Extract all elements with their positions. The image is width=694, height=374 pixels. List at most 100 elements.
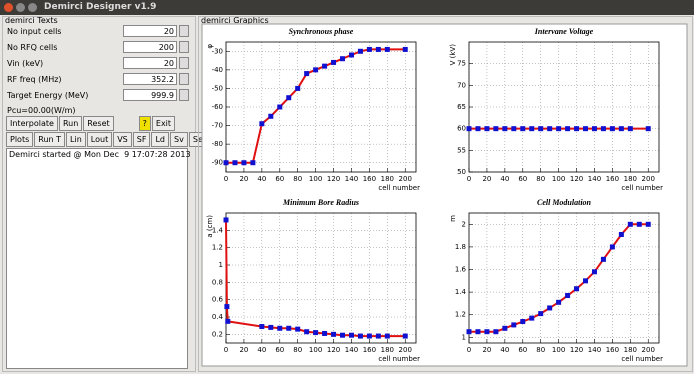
y-tick-label: 1 (462, 333, 466, 341)
data-point (366, 333, 372, 339)
data-point (340, 332, 346, 338)
x-tick-label: 100 (552, 346, 565, 354)
y-tick-label: 0.2 (212, 330, 223, 338)
log-box: Demirci started @ Mon Dec 9 17:07:28 201… (6, 148, 191, 369)
field-input[interactable]: 999.9 (123, 89, 177, 101)
data-point (538, 126, 544, 132)
y-tick-label: -90 (212, 159, 223, 167)
spinner[interactable] (179, 57, 189, 69)
button[interactable]: Ld (151, 132, 169, 147)
x-tick-label: 20 (239, 175, 248, 183)
x-axis-label: cell number (621, 355, 663, 363)
window-title: Demirci Designer v1.9 (44, 2, 157, 12)
data-point (466, 126, 472, 132)
y-tick-label: -30 (212, 47, 223, 55)
field-label: Target Energy (MeV) (7, 91, 89, 100)
y-tick-label: 1.8 (455, 243, 466, 251)
data-point (259, 324, 265, 330)
x-tick-label: 100 (309, 346, 322, 354)
data-point (340, 56, 346, 62)
y-tick-label: 0.6 (212, 296, 224, 304)
data-point (565, 126, 571, 132)
minimize-button[interactable] (16, 3, 25, 12)
data-point (277, 104, 283, 110)
maximize-button[interactable] (28, 3, 37, 12)
right-panel: demirci Graphics (198, 16, 693, 372)
y-axis-label: a (cm) (206, 215, 214, 238)
y-tick-label: 75 (457, 60, 466, 68)
button[interactable]: Reset (83, 116, 114, 131)
x-tick-label: 140 (345, 175, 358, 183)
x-tick-label: 40 (257, 346, 266, 354)
data-point (475, 329, 481, 335)
x-tick-label: 200 (399, 346, 412, 354)
button[interactable]: Plots (6, 132, 34, 147)
data-point (618, 231, 624, 237)
data-point (295, 326, 301, 332)
y-tick-label: 1.2 (455, 311, 466, 319)
x-tick-label: 180 (624, 175, 637, 183)
data-point (645, 126, 651, 132)
field-label: No input cells (7, 27, 62, 36)
data-point (357, 333, 363, 339)
y-tick-label: 0.8 (212, 278, 223, 286)
spinner[interactable] (179, 41, 189, 53)
field-input[interactable]: 352.2 (123, 73, 177, 85)
spinner[interactable] (179, 25, 189, 37)
data-point (331, 59, 337, 65)
y-tick-label: -80 (212, 140, 223, 148)
button[interactable]: Exit (151, 116, 176, 131)
button[interactable]: SF (132, 132, 151, 147)
data-point (502, 325, 508, 331)
x-tick-label: 160 (606, 346, 619, 354)
data-point (574, 286, 580, 292)
data-point (313, 330, 319, 336)
data-point (322, 330, 328, 336)
y-tick-label: 60 (457, 125, 466, 133)
data-point (583, 126, 589, 132)
x-tick-label: 60 (518, 175, 527, 183)
close-button[interactable] (4, 3, 13, 12)
button[interactable]: Run (58, 116, 83, 131)
button[interactable]: ? (138, 116, 151, 131)
data-point (268, 324, 274, 330)
field-input[interactable]: 200 (123, 41, 177, 53)
chart-title: Minimum Bore Radius (282, 198, 359, 207)
x-tick-label: 160 (606, 175, 619, 183)
x-tick-label: 40 (257, 175, 266, 183)
field-input[interactable]: 20 (123, 25, 177, 37)
canvas (201, 23, 688, 367)
button[interactable]: Interpolate (6, 116, 58, 131)
button[interactable]: Lin (66, 132, 86, 147)
x-tick-label: 80 (293, 346, 302, 354)
y-tick-label: 55 (457, 146, 466, 154)
data-point (493, 126, 499, 132)
x-tick-label: 20 (239, 346, 248, 354)
data-point (375, 46, 381, 52)
spinner[interactable] (179, 89, 189, 101)
field-input[interactable]: 20 (123, 57, 177, 69)
data-point (286, 325, 292, 331)
button[interactable]: Lout (86, 132, 113, 147)
data-point (484, 329, 490, 335)
x-tick-label: 160 (363, 346, 376, 354)
panel-title: demirci Graphics (201, 16, 269, 25)
data-point (259, 121, 265, 127)
y-tick-label: -40 (212, 66, 223, 74)
data-point (304, 329, 310, 335)
button[interactable]: Run T (34, 132, 66, 147)
x-tick-label: 60 (518, 346, 527, 354)
y-tick-label: 1.6 (455, 266, 467, 274)
button[interactable]: VS (113, 132, 132, 147)
button[interactable]: Sv (170, 132, 188, 147)
plot-frame (468, 41, 660, 173)
data-point (475, 126, 481, 132)
spinner[interactable] (179, 73, 189, 85)
chart-title: Intervane Voltage (534, 27, 594, 36)
data-point (223, 160, 229, 166)
data-point (609, 126, 615, 132)
field-label: RF freq (MHz) (7, 75, 62, 84)
x-axis-label: cell number (378, 184, 420, 192)
y-axis-label: φ (206, 44, 214, 49)
